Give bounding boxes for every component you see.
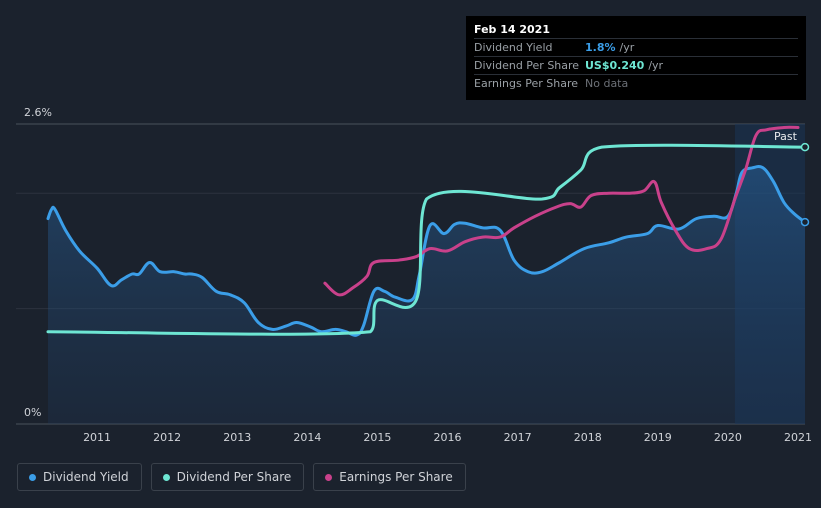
y-axis-labels: 2.6% 0% [24, 106, 52, 419]
dividend-yield-end-marker [800, 217, 810, 227]
tooltip-unit: /yr [648, 59, 664, 72]
tooltip-value: 1.8% [585, 41, 616, 54]
hover-tooltip: Feb 14 2021 Dividend Yield 1.8%/yr Divid… [466, 16, 806, 100]
dividend-yield-area [48, 166, 805, 425]
legend-item-dividend-yield[interactable]: Dividend Yield [17, 463, 142, 491]
earnings-per-share-line [323, 125, 800, 297]
legend-label: Earnings Per Share [339, 470, 453, 484]
series-end-markers [800, 142, 810, 227]
y-tick-label: 0% [24, 406, 41, 419]
tooltip-row-dividend-per-share: Dividend Per Share US$0.240/yr [474, 56, 798, 74]
tooltip-value: US$0.240 [585, 59, 645, 72]
x-tick-label: 2014 [293, 431, 321, 444]
tooltip-label: Dividend Per Share [474, 59, 580, 72]
chart-legend: Dividend Yield Dividend Per Share Earnin… [17, 463, 466, 491]
x-tick-label: 2013 [223, 431, 251, 444]
tooltip-value: No data [585, 77, 629, 90]
tooltip-date: Feb 14 2021 [474, 23, 550, 36]
x-tick-label: 2021 [784, 431, 812, 444]
tooltip-label: Dividend Yield [474, 41, 553, 54]
past-label: Past [774, 130, 798, 143]
legend-label: Dividend Per Share [176, 470, 292, 484]
dividend-per-share-dot-icon [162, 473, 170, 481]
tooltip-unit: /yr [619, 41, 635, 54]
x-tick-label: 2019 [644, 431, 672, 444]
earnings-per-share-dot-icon [325, 473, 333, 481]
legend-item-earnings-per-share[interactable]: Earnings Per Share [313, 463, 466, 491]
legend-label: Dividend Yield [43, 470, 129, 484]
x-tick-label: 2015 [363, 431, 391, 444]
x-tick-label: 2017 [504, 431, 532, 444]
dividend-yield-dot-icon [29, 473, 36, 481]
tooltip-label: Earnings Per Share [474, 77, 579, 90]
x-tick-label: 2012 [153, 431, 181, 444]
legend-item-dividend-per-share[interactable]: Dividend Per Share [150, 463, 305, 491]
tooltip-row-earnings-per-share: Earnings Per Share No data [474, 74, 798, 92]
series-lines [46, 125, 807, 337]
tooltip-row-dividend-yield: Dividend Yield 1.8%/yr [474, 38, 798, 56]
x-tick-label: 2020 [714, 431, 742, 444]
dividend-per-share-end-marker [800, 142, 810, 152]
x-tick-label: 2018 [574, 431, 602, 444]
x-axis-labels: 2011 2012 2013 2014 2015 2016 2017 2018 2019 2020… [83, 431, 812, 444]
dividend-per-share-line [46, 143, 807, 336]
x-tick-label: 2016 [434, 431, 462, 444]
y-tick-label: 2.6% [24, 106, 52, 119]
dividend-yield-line [46, 165, 807, 337]
x-tick-label: 2011 [83, 431, 111, 444]
